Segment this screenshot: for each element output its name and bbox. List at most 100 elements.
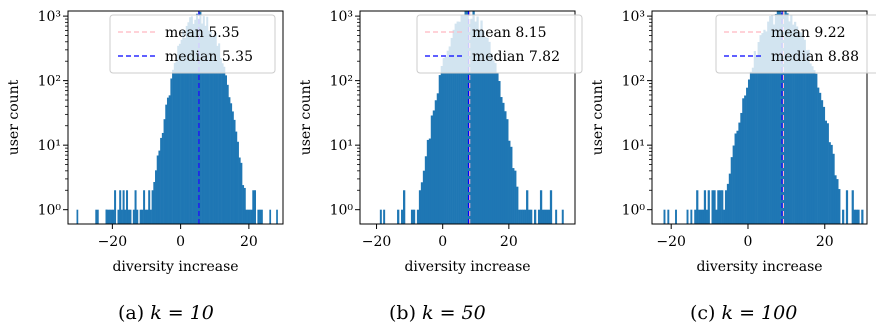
histogram-bar (426, 139, 430, 224)
histogram-bar (694, 209, 697, 224)
histogram-bar (799, 32, 803, 225)
histogram-bar (201, 23, 204, 224)
histogram-bar (214, 33, 217, 224)
histogram-bar (807, 49, 810, 224)
legend-box (715, 14, 876, 74)
histogram-bar (738, 122, 741, 224)
histogram-bar (438, 75, 441, 224)
histogram-bar (819, 92, 822, 224)
histogram-bar (141, 209, 144, 224)
histogram-bar (547, 209, 551, 224)
histogram-bar (170, 78, 173, 224)
histogram-bar (155, 170, 158, 224)
histogram-bar (194, 19, 197, 224)
histogram-bar (428, 138, 432, 224)
histogram-bar (522, 209, 525, 224)
histogram-bar (462, 15, 465, 224)
legend-label-median: median 7.82 (472, 49, 560, 65)
histogram-bar (144, 209, 147, 224)
histogram-bar (466, 11, 469, 225)
histogram-bar (436, 93, 440, 224)
histogram-bar (213, 35, 216, 225)
x-tick-label: 20 (816, 234, 834, 250)
histogram-bar-outlier (686, 209, 689, 224)
histogram-bar (740, 112, 743, 224)
histogram-bar (478, 29, 481, 224)
histogram-bar (189, 17, 192, 225)
histogram-bar (238, 157, 241, 224)
histogram-bar (397, 209, 400, 224)
histogram-bar (488, 41, 491, 224)
histogram-bar (182, 29, 185, 224)
histogram-bar (218, 43, 221, 225)
histogram-bar (117, 209, 120, 224)
histogram-bar (450, 37, 453, 225)
axes-frame (67, 10, 284, 225)
histogram-bar (257, 209, 260, 224)
histogram-bar (132, 209, 135, 224)
histogram-bar (452, 29, 455, 224)
histogram-bar (434, 100, 438, 224)
histogram-bar (120, 209, 123, 224)
histogram-bar (184, 38, 187, 224)
histogram-bar (757, 42, 760, 224)
histogram-bar (496, 73, 499, 224)
histogram-bar (715, 209, 718, 224)
histogram-bar-outlier (276, 209, 278, 224)
legend-label-mean: mean 5.35 (165, 25, 240, 41)
x-axis: −20 0 20 diversity increase (656, 224, 834, 275)
histogram-bar (195, 13, 198, 225)
histogram-bar-outlier (269, 209, 272, 224)
histogram-bar-outlier (76, 209, 79, 224)
histogram-bar (432, 110, 436, 224)
histogram-bar (139, 209, 142, 224)
histogram-bar (494, 63, 497, 224)
histogram-bar (763, 29, 766, 224)
histogram-bar (811, 66, 814, 224)
histogram-bar (543, 209, 547, 224)
histogram-bar (127, 209, 130, 224)
histogram-bar (112, 209, 115, 224)
histogram-bar (767, 21, 770, 224)
histogram-bar (223, 66, 226, 225)
histogram-bar (736, 130, 739, 224)
histogram-bar (153, 181, 156, 224)
histogram-bar-outlier (561, 209, 564, 224)
histogram-k50: 10⁰ 10¹ 10² 10³ user count −20 0 20 diversity in… (298, 9, 583, 275)
caption-prefix: (a) (118, 302, 145, 324)
histogram-bar (813, 70, 816, 224)
histogram-bar (418, 190, 422, 224)
histogram-bar (175, 61, 178, 224)
histogram-bar (805, 50, 808, 224)
histogram-bar (792, 24, 795, 224)
histogram-bar (524, 209, 527, 224)
histogram-bar (824, 120, 827, 224)
legend-label-mean: mean 8.15 (472, 25, 547, 41)
histogram-bar (248, 209, 251, 224)
histogram-bars (379, 11, 564, 225)
axes-frame (359, 10, 576, 225)
y-axis-label: user count (298, 79, 314, 155)
histogram-bar (250, 209, 253, 224)
legend-label-mean: mean 9.22 (771, 25, 846, 41)
histogram-bar (480, 20, 483, 224)
histogram-bar (173, 62, 176, 224)
histogram-bar (526, 190, 529, 224)
histogram-bar (510, 146, 513, 224)
histogram-bar (219, 58, 222, 224)
histogram-bar (803, 39, 806, 224)
histogram-bar (699, 209, 703, 224)
histogram-bar (231, 111, 234, 224)
histogram-bar (755, 55, 758, 224)
histogram-bar (761, 33, 764, 225)
histogram-bar (742, 98, 745, 224)
y-axis: 10⁰ 10¹ 10² 10³ user count (6, 9, 68, 219)
panel-k10: 10⁰ 10¹ 10² 10³ user count −20 0 20 diversity in… (0, 0, 292, 333)
histogram-bar (202, 16, 205, 224)
legend: mean 8.15 median 7.82 (416, 14, 583, 74)
histogram-bar (746, 87, 749, 224)
y-tick-label: 10¹ (330, 138, 353, 154)
histogram-bar (401, 209, 404, 224)
y-tick-label: 10¹ (622, 138, 645, 154)
